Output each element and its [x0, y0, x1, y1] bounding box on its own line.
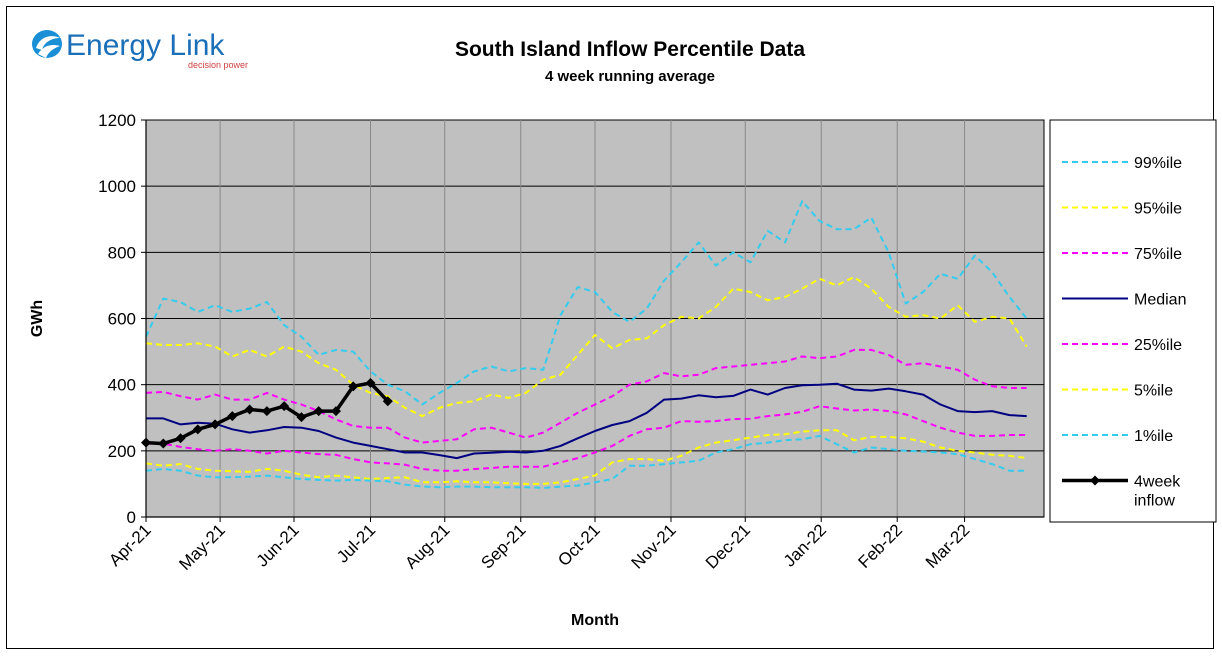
series-line-p75 — [145, 348, 1027, 444]
data-point-inflow — [227, 411, 238, 422]
data-point-inflow — [382, 396, 393, 407]
chart-title: South Island Inflow Percentile Data — [454, 38, 806, 61]
legend-label-median: Median — [1134, 292, 1186, 309]
data-point-inflow — [158, 438, 169, 449]
legend-label-p95: 95%ile — [1134, 201, 1182, 218]
x-tick-label: Jan-22 — [780, 520, 830, 570]
y-tick-label: 1200 — [98, 111, 136, 130]
legend-label-p5: 5%ile — [1134, 383, 1173, 400]
data-point-inflow — [279, 401, 290, 412]
x-tick-label: Dec-21 — [702, 520, 754, 572]
chart-subtitle: 4 week running average — [544, 68, 716, 85]
legend-label-p99: 99%ile — [1134, 155, 1182, 172]
data-point-inflow — [313, 406, 324, 417]
series-line-p99 — [145, 200, 1028, 406]
y-tick-label: 400 — [108, 376, 136, 395]
logo-wordmark: Energy Link — [66, 29, 225, 62]
y-tick-label: 600 — [108, 310, 136, 329]
series-line-p95 — [145, 276, 1028, 418]
x-tick-label: Jun-21 — [253, 520, 303, 570]
y-axis-label: GWh — [29, 300, 46, 337]
x-tick-label: Feb-22 — [855, 520, 907, 572]
data-point-inflow — [296, 412, 307, 423]
series-line-p25 — [146, 405, 1027, 472]
y-tick-label: 0 — [127, 508, 136, 527]
x-tick-label: Nov-21 — [628, 520, 680, 572]
x-axis-label: Month — [571, 612, 619, 629]
logo-tagline: decision power — [188, 60, 248, 70]
legend-label-p25: 25%ile — [1134, 337, 1182, 354]
legend-marker-inflow — [1090, 475, 1100, 486]
x-tick-label: Apr-21 — [105, 520, 155, 570]
x-tick-label: Jul-21 — [333, 520, 379, 566]
legend-label-p75: 75%ile — [1134, 246, 1182, 263]
x-tick-label: Mar-22 — [922, 520, 974, 572]
y-tick-label: 800 — [108, 243, 136, 262]
data-point-inflow — [261, 406, 272, 417]
energy-link-logo: Energy Link decision power — [30, 24, 270, 72]
legend-label-p1: 1%ile — [1134, 428, 1173, 445]
series-line-median — [146, 382, 1027, 460]
data-point-inflow — [330, 406, 341, 417]
legend-box — [1049, 119, 1217, 523]
data-point-inflow — [210, 419, 221, 430]
data-point-inflow — [348, 381, 359, 392]
data-point-inflow — [244, 404, 255, 415]
data-point-inflow — [175, 433, 186, 444]
logo-swirl-icon: Energy Link decision power — [32, 29, 248, 70]
series-line-p5 — [145, 429, 1027, 485]
y-tick-label: 200 — [108, 442, 136, 461]
data-point-inflow — [365, 378, 376, 389]
x-tick-label: Oct-21 — [554, 520, 604, 570]
x-tick-label: Aug-21 — [401, 520, 453, 572]
legend-label-inflow-line2: inflow — [1134, 493, 1175, 510]
y-tick-label: 1000 — [98, 177, 136, 196]
data-point-inflow — [192, 424, 203, 435]
series-line-p1 — [145, 434, 1027, 489]
x-tick-label: Sep-21 — [477, 520, 529, 572]
x-tick-label: May-21 — [175, 520, 229, 574]
legend-label-inflow: 4week — [1134, 474, 1181, 491]
